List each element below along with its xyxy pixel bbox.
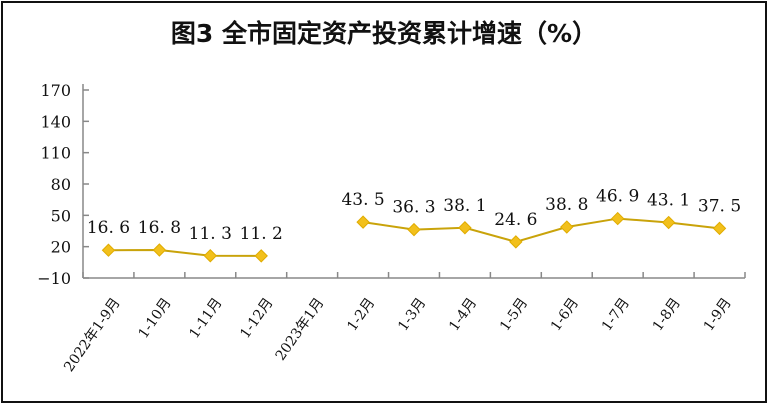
- x-tick-label: 1-9月: [701, 295, 735, 334]
- y-tick-label: −10: [37, 269, 71, 288]
- x-tick-label: 1-6月: [548, 295, 582, 334]
- x-tick-label: 1-10月: [135, 295, 174, 341]
- data-point: [152, 243, 167, 257]
- data-label: 46. 9: [596, 187, 639, 207]
- x-tick-label: 1-3月: [395, 295, 429, 334]
- y-tick-label: 20: [51, 238, 71, 257]
- x-tick-label: 1-12月: [237, 295, 276, 341]
- data-label: 43. 5: [341, 190, 384, 210]
- data-label: 38. 1: [443, 196, 486, 216]
- data-point: [661, 215, 676, 230]
- series-line: [362, 217, 720, 243]
- data-point: [356, 215, 370, 229]
- data-point: [610, 211, 625, 226]
- x-tick-label: 1-4月: [446, 295, 480, 334]
- data-point: [458, 221, 472, 235]
- data-label: 24. 6: [494, 210, 537, 230]
- data-point: [712, 221, 727, 236]
- data-point: [254, 249, 268, 263]
- series-line: [108, 249, 262, 257]
- data-label: 11. 2: [240, 224, 283, 244]
- data-label: 16. 6: [87, 218, 130, 238]
- x-tick-label: 2023年1月: [273, 295, 328, 364]
- data-label: 36. 3: [392, 198, 435, 218]
- data-point: [509, 235, 523, 249]
- x-tick-label: 1-8月: [650, 295, 684, 334]
- data-label: 43. 1: [647, 191, 690, 211]
- x-tick-label: 1-5月: [497, 295, 531, 334]
- data-label: 38. 8: [545, 195, 588, 215]
- y-tick-label: 50: [51, 206, 71, 225]
- y-tick-label: 80: [51, 175, 71, 194]
- chart-title: 图3 全市固定资产投资累计增速（%）: [171, 19, 597, 48]
- x-tick-label: 2022年1-9月: [61, 295, 124, 375]
- data-label: 16. 8: [138, 218, 181, 238]
- data-point: [203, 249, 218, 263]
- x-tick-label: 1-2月: [344, 295, 378, 334]
- data-label: 37. 5: [698, 196, 741, 216]
- data-label: 11. 3: [189, 224, 232, 244]
- data-point: [407, 222, 421, 237]
- y-tick-label: 170: [40, 81, 71, 100]
- x-tick-label: 1-11月: [186, 295, 225, 341]
- data-point: [560, 220, 574, 234]
- data-point: [101, 243, 116, 257]
- y-tick-label: 140: [40, 112, 71, 131]
- x-tick-label: 1-7月: [599, 295, 633, 334]
- y-tick-label: 110: [40, 144, 71, 163]
